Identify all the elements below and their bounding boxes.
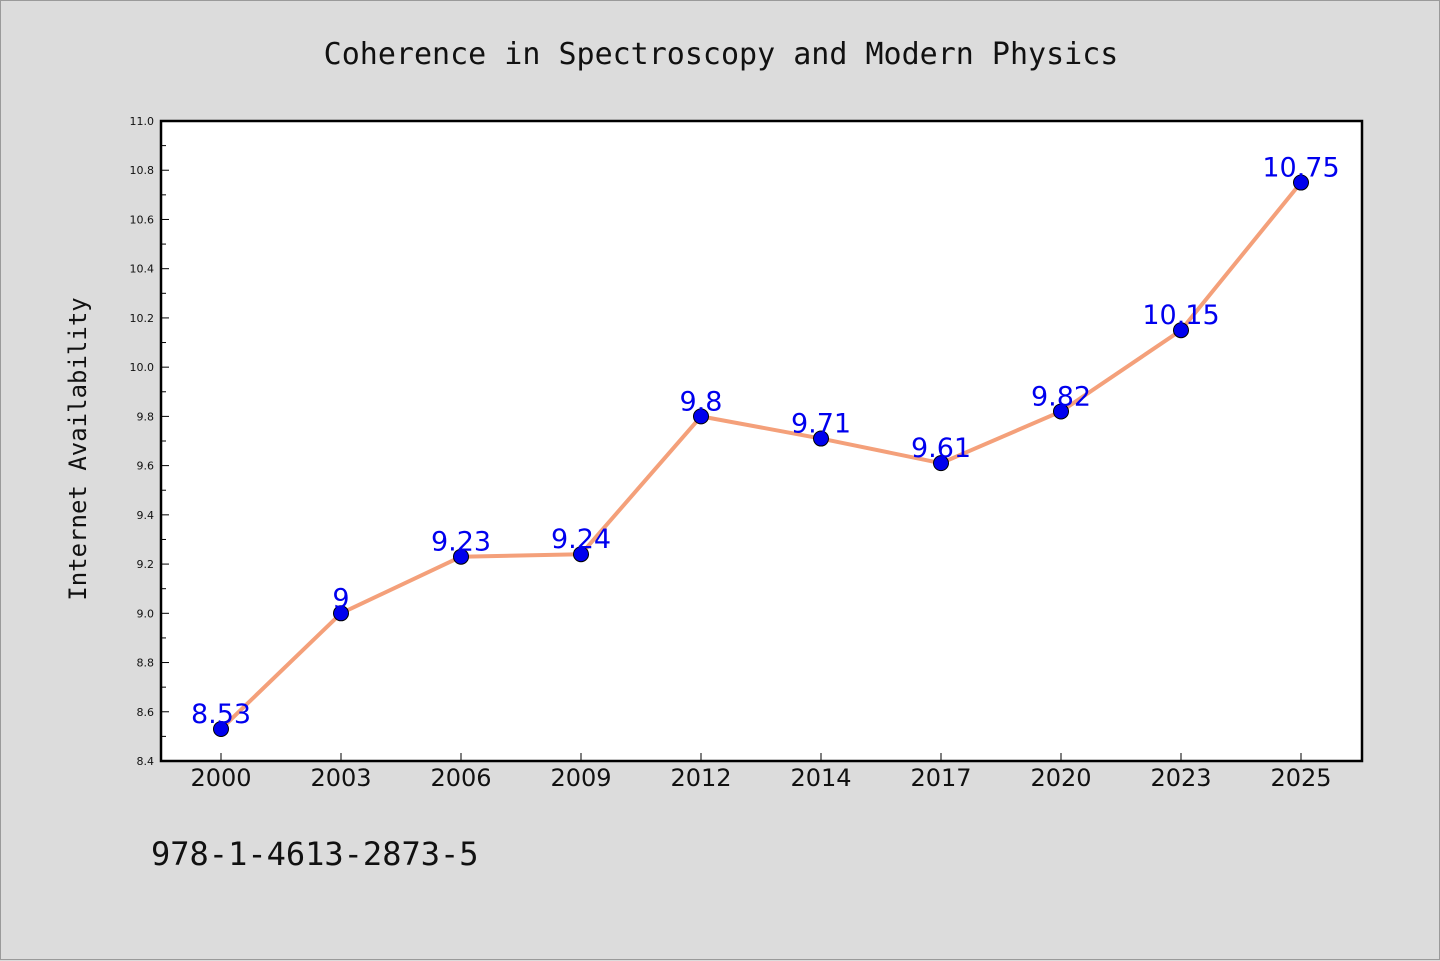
x-axis: 2000 2003 2006 2009 2012 2014 2017 2020 2023 2025 [190, 753, 1332, 792]
y-tick-label: 10.0 [130, 361, 155, 374]
series-line [219, 180, 1303, 731]
data-point [813, 430, 829, 447]
data-label: 9.61 [911, 433, 971, 464]
y-tick-label: 9.0 [137, 607, 155, 620]
data-label: 9 [332, 583, 349, 614]
data-label: 10.75 [1262, 153, 1339, 184]
y-tick-label: 9.8 [137, 410, 155, 423]
data-label: 9.82 [1031, 381, 1091, 412]
data-point [1053, 403, 1069, 420]
x-tick-label: 2025 [1270, 764, 1331, 792]
data-label: 9.71 [791, 409, 851, 440]
x-tick-label: 2014 [790, 764, 851, 792]
data-point [453, 548, 469, 565]
y-tick-label: 10.8 [130, 164, 155, 177]
data-label: 10.15 [1142, 300, 1219, 331]
y-tick-label: 10.4 [130, 263, 155, 276]
y-axis-label: Internet Availability [64, 297, 92, 600]
chart-title: Coherence in Spectroscopy and Modern Phy… [324, 37, 1119, 72]
data-label: 8.53 [191, 699, 251, 730]
data-point [933, 455, 949, 472]
series-layer: 8.53 9 9.23 9.24 9.8 9.71 9.61 9.82 10.15 10.75 [191, 153, 1340, 737]
y-tick-label: 10.6 [130, 213, 155, 226]
data-point [333, 605, 349, 622]
data-point [1293, 174, 1309, 191]
x-tick-label: 2000 [190, 764, 251, 792]
y-tick-label: 8.8 [137, 657, 155, 670]
data-label: 9.8 [680, 386, 723, 417]
y-tick-label: 8.6 [137, 706, 155, 719]
x-tick-label: 2009 [550, 764, 611, 792]
y-tick-label: 9.2 [137, 558, 155, 571]
data-label: 9.24 [551, 524, 611, 555]
y-tick-label: 9.6 [137, 460, 155, 473]
x-tick-label: 2006 [430, 764, 491, 792]
data-point [693, 408, 709, 425]
x-tick-label: 2012 [670, 764, 731, 792]
y-axis: 8.4 8.6 8.8 9.0 9.2 9.4 9.6 9.8 10.0 10.2 10.4 10.6… [130, 115, 169, 768]
data-point [1173, 322, 1189, 339]
x-tick-label: 2003 [310, 764, 371, 792]
x-tick-label: 2020 [1030, 764, 1091, 792]
data-label: 9.23 [431, 527, 491, 558]
data-point [573, 546, 589, 563]
y-tick-label: 9.4 [137, 509, 155, 522]
data-point [213, 721, 229, 737]
plot-area [159, 119, 1364, 763]
x-tick-label: 2017 [910, 764, 971, 792]
isbn-footnote: 978-1-4613-2873-5 [151, 835, 479, 873]
y-tick-label: 11.0 [130, 115, 155, 128]
y-tick-label: 8.4 [137, 755, 155, 768]
y-tick-label: 10.2 [130, 312, 155, 325]
x-tick-label: 2023 [1150, 764, 1211, 792]
